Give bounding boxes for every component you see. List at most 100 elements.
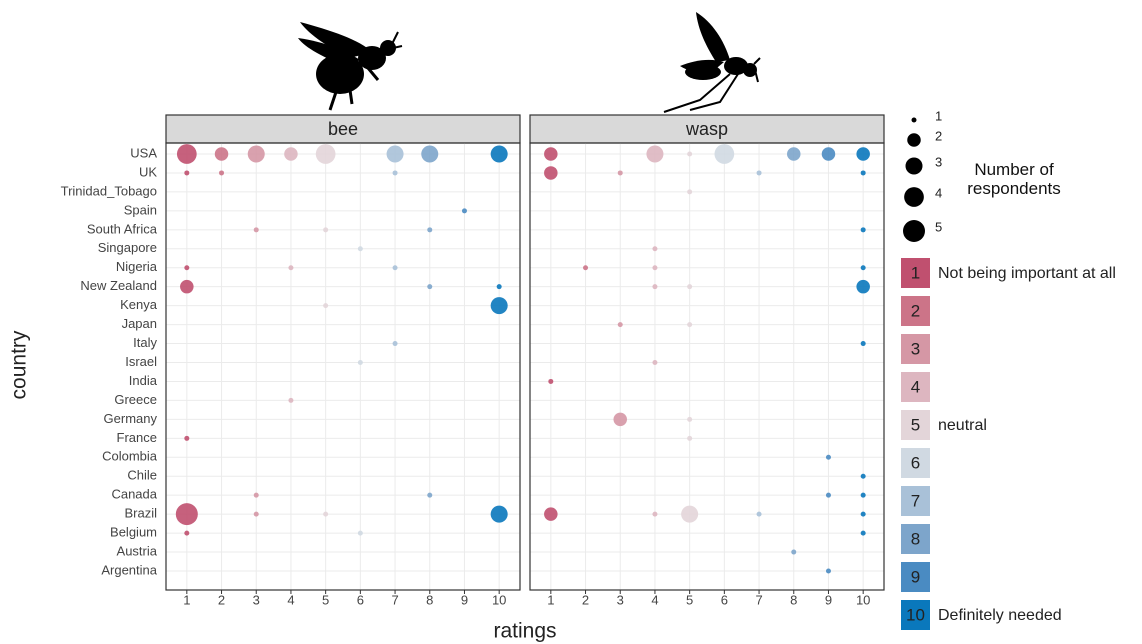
point	[184, 531, 189, 536]
y-tick-label: Greece	[114, 392, 157, 407]
size-key-label: 1	[935, 108, 942, 123]
x-tick-label: 10	[492, 592, 506, 607]
x-tick-label: 5	[686, 592, 693, 607]
size-key	[903, 220, 925, 242]
x-tick-label: 8	[790, 592, 797, 607]
point	[687, 189, 692, 194]
panel-title: bee	[328, 119, 358, 139]
point	[358, 531, 363, 536]
point	[491, 506, 508, 523]
point	[856, 147, 870, 161]
point	[861, 531, 866, 536]
chart: country ratings USAUKTrinidad_TobagoSpai…	[0, 0, 1142, 644]
y-tick-label: Italy	[133, 335, 157, 350]
y-tick-label: Colombia	[102, 449, 158, 464]
point	[861, 265, 866, 270]
point	[757, 512, 762, 517]
point	[618, 170, 623, 175]
y-tick-label: Canada	[111, 487, 157, 502]
color-key-label: 4	[911, 377, 920, 396]
point	[861, 474, 866, 479]
y-tick-label: Spain	[124, 202, 157, 217]
y-tick-label: UK	[139, 164, 157, 179]
y-tick-label: USA	[130, 145, 157, 160]
point	[687, 284, 692, 289]
point	[462, 208, 467, 213]
point	[544, 507, 558, 521]
point	[861, 341, 866, 346]
point	[254, 512, 259, 517]
x-tick-label: 2	[582, 592, 589, 607]
size-key-label: 2	[935, 128, 942, 143]
point	[323, 227, 328, 232]
point	[393, 341, 398, 346]
y-tick-label: Brazil	[124, 506, 157, 521]
x-tick-label: 1	[547, 592, 554, 607]
x-tick-label: 3	[253, 592, 260, 607]
x-tick-label: 9	[825, 592, 832, 607]
y-tick-label: Belgium	[110, 525, 157, 540]
size-legend-title: Number of respondents	[950, 160, 1078, 198]
x-tick-label: 10	[856, 592, 870, 607]
point	[219, 170, 224, 175]
point	[687, 417, 692, 422]
point	[861, 512, 866, 517]
y-tick-label: Nigeria	[116, 259, 158, 274]
x-tick-label: 4	[287, 592, 294, 607]
x-tick-label: 7	[391, 592, 398, 607]
y-tick-label: Israel	[125, 354, 157, 369]
y-tick-label: Germany	[104, 411, 158, 426]
point	[491, 145, 508, 162]
y-tick-label: Trinidad_Tobago	[61, 183, 157, 198]
x-tick-label: 7	[755, 592, 762, 607]
point	[613, 413, 627, 427]
point	[548, 379, 553, 384]
size-key	[912, 118, 917, 123]
point	[177, 144, 197, 164]
size-key	[907, 133, 921, 147]
y-tick-label: Austria	[117, 543, 158, 558]
y-tick-label: Chile	[127, 468, 157, 483]
color-key-label: 5	[911, 415, 920, 434]
color-key-label: 1	[911, 263, 920, 282]
x-tick-label: 8	[426, 592, 433, 607]
point	[393, 170, 398, 175]
point	[180, 280, 194, 294]
point	[497, 284, 502, 289]
color-key-label: 8	[911, 529, 920, 548]
y-tick-label: South Africa	[87, 221, 158, 236]
size-key-label: 5	[935, 219, 942, 234]
bee-icon	[298, 22, 402, 110]
y-tick-label: New Zealand	[80, 278, 157, 293]
page: {"x_label": "ratings", "y_label": "count…	[0, 0, 1142, 644]
y-tick-label: India	[129, 373, 158, 388]
point	[254, 227, 259, 232]
color-key-label: 6	[911, 453, 920, 472]
panel-border	[166, 143, 520, 590]
point	[652, 284, 657, 289]
x-tick-label: 1	[183, 592, 190, 607]
point	[652, 360, 657, 365]
point	[826, 493, 831, 498]
point	[427, 227, 432, 232]
size-key	[905, 157, 922, 174]
point	[861, 170, 866, 175]
point	[757, 170, 762, 175]
point	[323, 303, 328, 308]
wasp-icon	[664, 12, 760, 112]
point	[544, 166, 558, 180]
panel-title: wasp	[685, 119, 728, 139]
size-key-label: 3	[935, 154, 942, 169]
point	[787, 147, 801, 161]
size-key	[904, 187, 924, 207]
point	[387, 145, 404, 162]
point	[687, 322, 692, 327]
point	[184, 436, 189, 441]
color-key-label: 3	[911, 339, 920, 358]
y-tick-label: Japan	[122, 316, 157, 331]
y-tick-label: Kenya	[120, 297, 158, 312]
point	[254, 493, 259, 498]
point	[646, 145, 663, 162]
y-axis-title: country	[8, 330, 31, 399]
point	[544, 147, 558, 161]
